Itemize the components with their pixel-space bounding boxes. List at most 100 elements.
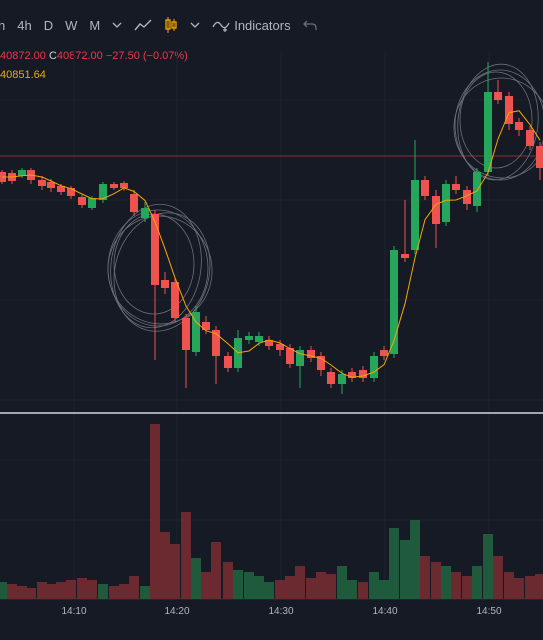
volume-bar xyxy=(306,578,316,599)
line-chart-icon[interactable] xyxy=(128,0,158,50)
candle-body xyxy=(276,344,284,350)
candle xyxy=(505,92,513,130)
candle xyxy=(171,278,179,322)
interval-w[interactable]: W xyxy=(65,17,78,33)
candle xyxy=(473,168,481,212)
volume-bar xyxy=(451,572,461,599)
volume-bar xyxy=(369,572,379,599)
candle-body xyxy=(505,96,513,124)
volume-bar xyxy=(160,532,170,599)
volume-bar xyxy=(244,572,254,599)
time-label: 14:30 xyxy=(268,606,293,617)
time-axis: 14:10 14:20 14:30 14:40 14:50 xyxy=(61,606,501,617)
volume-bar xyxy=(337,566,347,599)
indicators-icon xyxy=(212,17,230,33)
candle xyxy=(338,370,346,394)
candle xyxy=(536,142,543,180)
volume-bar xyxy=(316,572,326,599)
volume-bar xyxy=(431,562,441,599)
candle xyxy=(442,180,450,226)
volume-bar xyxy=(525,576,535,599)
chart-toolbar: h 4h D W M Indicators xyxy=(0,0,543,50)
candle-body xyxy=(296,350,304,366)
time-label: 14:50 xyxy=(476,606,501,617)
interval-d[interactable]: D xyxy=(43,17,54,33)
volume-bar xyxy=(7,584,17,599)
candle xyxy=(327,368,335,388)
candle xyxy=(421,176,429,200)
candle-body xyxy=(57,186,65,192)
candle xyxy=(120,181,128,191)
candles-icon[interactable] xyxy=(158,0,184,50)
volume-bar xyxy=(472,566,482,599)
candle xyxy=(18,168,26,178)
volume-bar xyxy=(223,562,233,599)
volume-bar xyxy=(0,582,7,599)
candle xyxy=(370,352,378,382)
candle-body xyxy=(536,146,543,168)
interval-m[interactable]: M xyxy=(89,17,101,33)
volume-bar xyxy=(201,572,211,599)
candle xyxy=(88,196,96,210)
candle-body xyxy=(348,372,356,378)
volume-bar xyxy=(347,580,357,599)
candle xyxy=(212,326,220,384)
candle-body xyxy=(38,180,46,186)
volume-bar xyxy=(46,584,56,599)
candle-body xyxy=(18,170,26,176)
candle-body xyxy=(411,180,419,250)
candles xyxy=(0,62,543,394)
candle-body xyxy=(202,322,210,330)
undo-icon[interactable] xyxy=(297,0,323,50)
candle-body xyxy=(88,198,96,208)
indicators-button[interactable]: Indicators xyxy=(206,0,296,50)
candle xyxy=(224,352,232,372)
volume-bar xyxy=(170,544,180,599)
chevron-down-icon[interactable] xyxy=(184,0,206,50)
volume-bar xyxy=(109,586,119,599)
candle-body xyxy=(442,184,450,222)
candle-body xyxy=(212,330,220,356)
open-value: 40872.00 xyxy=(0,50,46,62)
candle-body xyxy=(359,370,367,378)
interval-4h[interactable]: 4h xyxy=(17,17,32,33)
volume-bar xyxy=(441,566,451,599)
candle-body xyxy=(452,184,460,190)
candle-body xyxy=(317,356,325,370)
moving-average-line xyxy=(2,110,541,378)
volume-bar xyxy=(87,580,97,599)
candle xyxy=(286,344,294,368)
volume-bar xyxy=(66,580,76,599)
candle-body xyxy=(265,340,273,346)
candle-body xyxy=(110,184,118,188)
volume-bar xyxy=(98,584,108,599)
volume-bar xyxy=(504,572,514,599)
candle-body xyxy=(473,172,481,206)
candle xyxy=(401,200,409,262)
candle xyxy=(192,306,200,356)
volume-bar xyxy=(493,556,503,599)
volume-bar xyxy=(285,576,295,599)
volume-bar xyxy=(150,424,160,599)
candle-body xyxy=(120,183,128,188)
candle xyxy=(67,186,75,199)
chevron-down-icon[interactable] xyxy=(106,0,128,50)
candle xyxy=(348,368,356,382)
candle xyxy=(38,176,46,190)
volume-bar xyxy=(389,528,399,599)
candle-body xyxy=(421,180,429,196)
candle xyxy=(110,182,118,190)
scribble-annotation xyxy=(107,203,213,332)
candle xyxy=(78,195,86,208)
candle-body xyxy=(78,197,86,205)
candle-body xyxy=(380,350,388,356)
candle xyxy=(265,336,273,350)
grid xyxy=(0,50,543,599)
volume-bar xyxy=(326,574,336,599)
candle-body xyxy=(255,336,263,342)
candle-body xyxy=(390,250,398,354)
interval-h[interactable]: h xyxy=(0,17,6,33)
candle xyxy=(484,62,492,176)
candle-body xyxy=(484,92,492,172)
